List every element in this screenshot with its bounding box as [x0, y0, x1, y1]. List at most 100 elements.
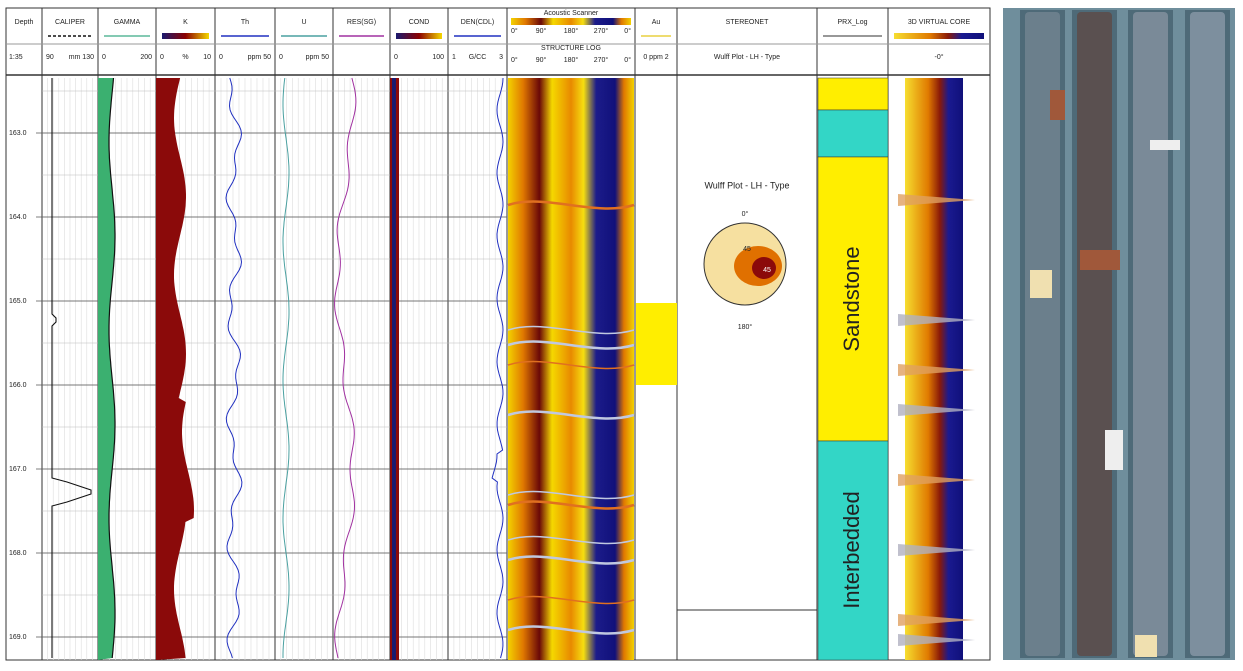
gamma-curve — [108, 77, 116, 659]
column-title: GAMMA — [114, 19, 141, 26]
structure-trace — [507, 360, 635, 370]
legend-line — [162, 33, 209, 39]
scale-label: 270° — [594, 56, 609, 64]
scale-label: 200 — [140, 54, 152, 61]
column-title: Depth — [15, 19, 34, 26]
stereonet-label: 45 — [763, 267, 771, 274]
core-photo-detail — [1020, 10, 1230, 658]
core-feature — [1150, 140, 1180, 150]
scale-label: 90° — [536, 56, 547, 64]
lithology-block — [817, 156, 889, 442]
column-title: 3D VIRTUAL CORE — [908, 19, 971, 26]
scale-label: 90° — [536, 27, 547, 35]
scale-label: 180° — [564, 56, 579, 64]
gamma-fill — [98, 78, 115, 660]
u-curve — [282, 77, 290, 658]
structure-trace — [507, 410, 635, 420]
core-feature — [1105, 430, 1123, 470]
column-title: PRX_Log — [838, 19, 868, 26]
scale-label: 0 — [279, 54, 283, 61]
structure-trace — [507, 535, 635, 545]
depth-label: 163.0 — [9, 130, 27, 137]
column-title: CALIPER — [55, 19, 85, 26]
scale-label: 180° — [564, 27, 579, 35]
structure-trace — [507, 500, 635, 510]
stereonet-label: 180° — [738, 323, 753, 331]
scale-label: 0° — [511, 27, 518, 35]
structure-trace — [507, 325, 635, 335]
scale-label: ppm 50 — [248, 54, 271, 61]
scale-label: 10 — [203, 54, 211, 61]
column-title: STEREONET — [726, 19, 770, 26]
scale-label: G/CC — [469, 54, 487, 61]
structure-trace — [507, 200, 635, 210]
column-title: Au — [652, 19, 661, 26]
scale-label: 0 — [394, 54, 398, 61]
lithology-block — [817, 440, 889, 661]
scale-label: 3 — [499, 54, 503, 61]
scale-label: -0° — [934, 53, 943, 61]
scale-label: 0° — [624, 56, 631, 64]
core-feature — [1080, 250, 1120, 270]
stereonet-label: 45 — [743, 246, 751, 253]
core-plane — [898, 614, 975, 626]
th-curve — [225, 77, 243, 659]
column-title: Th — [241, 19, 249, 26]
column-subtitle: STRUCTURE LOG — [541, 45, 601, 52]
lithology-block — [817, 109, 889, 158]
caliper-curve — [51, 78, 92, 658]
scale-label: 0 — [102, 54, 106, 61]
scale-label: 0° — [624, 27, 631, 35]
depth-label: 165.0 — [9, 298, 27, 305]
core-plane — [898, 314, 975, 326]
core-column — [1077, 12, 1112, 656]
depth-label: 168.0 — [9, 550, 27, 557]
scale-label: Wulff Plot - LH - Type — [714, 54, 780, 61]
stereonet-title: Wulff Plot - LH - Type — [704, 180, 789, 190]
depth-label: 164.0 — [9, 214, 27, 221]
core-plane — [898, 364, 975, 376]
scale-label: 0° — [511, 56, 518, 64]
core-plane — [898, 404, 975, 416]
structure-trace — [507, 340, 635, 350]
structure-trace — [507, 555, 635, 565]
scale-label: ppm 50 — [306, 54, 329, 61]
core-feature — [1135, 635, 1157, 657]
scale-label: 1:35 — [9, 54, 23, 61]
depth-label: 167.0 — [9, 466, 27, 473]
legend-line — [894, 33, 984, 39]
stereonet-label: 0° — [742, 210, 749, 218]
color-bar — [511, 18, 631, 25]
lithology-block — [817, 77, 889, 111]
legend-line — [396, 33, 442, 39]
column-title: DEN(CDL) — [461, 19, 494, 26]
core-plane — [898, 474, 975, 486]
lithology-label: Sandstone — [839, 246, 864, 351]
structure-trace — [507, 625, 635, 635]
scale-label: % — [182, 54, 188, 61]
scale-label: 270° — [594, 27, 609, 35]
structure-trace — [507, 490, 635, 500]
scale-label: 0 ppm 2 — [643, 54, 668, 61]
cond-core — [392, 78, 396, 660]
depth-label: 166.0 — [9, 382, 27, 389]
au-bar — [636, 303, 677, 385]
core-feature — [1050, 90, 1065, 120]
column-title: K — [183, 19, 188, 26]
core-plane — [898, 544, 975, 556]
scale-label: 1 — [452, 54, 456, 61]
k-fill — [156, 78, 194, 660]
column-title: COND — [409, 19, 430, 26]
core-plane — [898, 194, 975, 206]
column-title: U — [301, 19, 306, 26]
scale-label: 100 — [432, 54, 444, 61]
structure-trace — [507, 595, 635, 605]
scale-label: mm 130 — [69, 54, 94, 61]
core-feature — [1030, 270, 1052, 298]
acoustic-image — [508, 78, 634, 660]
core-column — [1133, 12, 1168, 656]
scale-label: 0 — [160, 54, 164, 61]
stereonet-density — [752, 257, 776, 279]
